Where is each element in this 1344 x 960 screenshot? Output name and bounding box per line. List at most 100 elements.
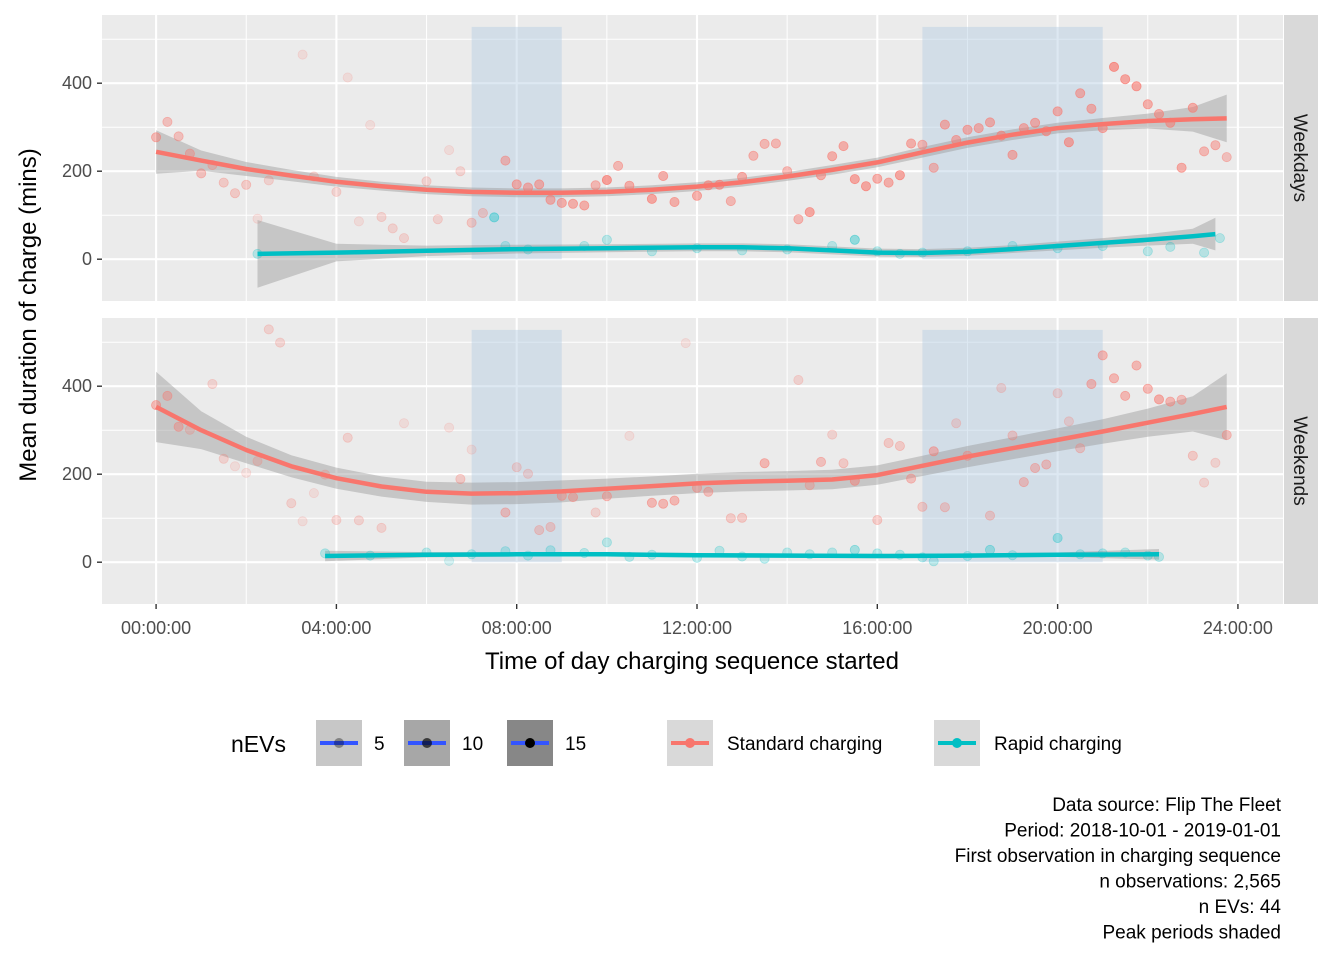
data-point	[151, 132, 162, 143]
data-point	[308, 488, 319, 499]
data-point	[455, 473, 466, 484]
data-point	[1007, 149, 1018, 160]
data-point	[1086, 378, 1097, 389]
data-point	[545, 522, 556, 533]
data-point	[342, 432, 353, 443]
data-point	[928, 446, 939, 457]
data-point	[906, 473, 917, 484]
data-point	[1097, 350, 1108, 361]
data-point	[297, 49, 308, 60]
data-point	[1007, 430, 1018, 441]
data-point	[816, 456, 827, 467]
series-rapid	[252, 212, 1225, 288]
data-point	[872, 173, 883, 184]
data-point	[1131, 360, 1142, 371]
data-point	[793, 374, 804, 385]
data-point	[601, 491, 612, 502]
data-point	[545, 194, 556, 205]
data-point	[353, 216, 364, 227]
data-point	[1063, 416, 1074, 427]
smooth-line	[325, 552, 1160, 559]
data-point	[1052, 106, 1063, 117]
panel-weekends: Weekends 0 200 400	[62, 318, 1318, 604]
data-point	[613, 160, 624, 171]
data-point	[534, 525, 545, 536]
data-point	[601, 234, 612, 245]
x-tick-label: 00:00:00	[121, 618, 191, 638]
series-standard	[151, 49, 1232, 244]
data-point	[387, 223, 398, 234]
data-point	[263, 175, 274, 186]
legend-key-point	[685, 738, 695, 748]
data-point	[1052, 388, 1063, 399]
data-point	[1075, 443, 1086, 454]
smooth-line	[155, 116, 1227, 196]
data-point	[275, 337, 286, 348]
data-point	[421, 176, 432, 187]
data-point	[962, 124, 973, 135]
data-point	[229, 461, 240, 472]
data-point	[1154, 394, 1165, 405]
x-tick-label: 12:00:00	[662, 618, 732, 638]
x-tick-label: 08:00:00	[482, 618, 552, 638]
data-point	[1142, 246, 1153, 257]
data-point	[928, 556, 939, 567]
data-point	[669, 196, 680, 207]
data-point	[601, 174, 612, 185]
smooth-line	[155, 404, 1228, 496]
panel-weekdays: Weekdays 0 200 400	[62, 15, 1318, 301]
data-point	[218, 453, 229, 464]
data-point	[849, 174, 860, 185]
data-point	[748, 150, 759, 161]
data-point	[725, 513, 736, 524]
facet-strip-label: Weekends	[1289, 416, 1310, 505]
data-point	[1131, 81, 1142, 92]
legend-key-point	[525, 738, 535, 748]
data-point	[894, 440, 905, 451]
data-point	[827, 429, 838, 440]
data-point	[432, 214, 443, 225]
data-point	[692, 190, 703, 201]
series-standard	[151, 324, 1232, 536]
x-tick-label: 04:00:00	[301, 618, 371, 638]
data-point	[917, 501, 928, 512]
data-point	[162, 390, 173, 401]
data-point	[658, 498, 669, 509]
data-point	[1221, 429, 1232, 440]
peak-period-shade	[471, 26, 562, 260]
x-tick-label: 24:00:00	[1203, 618, 1273, 638]
smooth-line	[257, 231, 1216, 257]
data-point	[658, 170, 669, 181]
data-point	[252, 213, 263, 224]
data-point	[1165, 396, 1176, 407]
data-point	[1075, 88, 1086, 99]
caption-line: Data source: Flip The Fleet	[1052, 795, 1282, 816]
data-point	[398, 418, 409, 429]
legend-label-series: Standard charging	[727, 734, 882, 755]
data-point	[1165, 241, 1176, 252]
chart-panels: Weekdays 0 200 400 Weekends 0 200 400	[62, 15, 1318, 604]
data-point	[455, 166, 466, 177]
data-point	[759, 458, 770, 469]
data-point	[939, 502, 950, 513]
data-point	[241, 467, 252, 478]
data-point	[590, 180, 601, 191]
data-point	[1221, 152, 1232, 163]
confidence-band	[257, 217, 1216, 288]
data-point	[579, 200, 590, 211]
data-point	[263, 324, 274, 335]
caption-line: n EVs: 44	[1199, 897, 1282, 918]
data-point	[928, 162, 939, 173]
data-point	[1041, 459, 1052, 470]
data-point	[331, 515, 342, 526]
data-point	[669, 495, 680, 506]
data-point	[703, 486, 714, 497]
data-point	[398, 233, 409, 244]
data-point	[951, 418, 962, 429]
data-point	[1199, 247, 1210, 258]
data-point	[601, 537, 612, 548]
data-point	[804, 207, 815, 218]
data-point	[1214, 233, 1225, 244]
data-point	[1176, 162, 1187, 173]
